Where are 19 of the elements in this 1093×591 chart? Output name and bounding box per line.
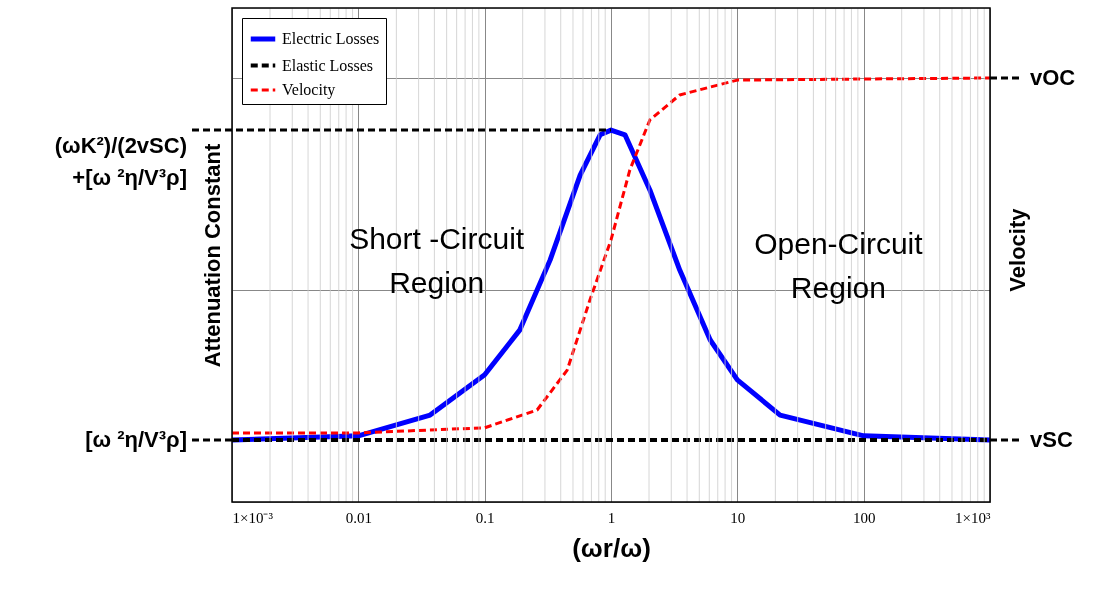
x-tick-label: 100 [852, 509, 876, 526]
x-tick-label: 10 [730, 509, 746, 526]
annotation: Open-Circuit Region [754, 227, 924, 305]
x-tick-label: 0.01 [345, 509, 372, 526]
annotation: Short -Circuit Region [349, 222, 525, 300]
x-tick-label: 0.1 [475, 509, 495, 526]
x-tick-label: 1 [607, 509, 616, 526]
x-tick-label: 1×10⁻³ [232, 509, 274, 526]
annotation: vSC [1030, 427, 1073, 453]
annotation: [ω ²η/V³ρ] [85, 427, 187, 453]
y2-axis-title: Velocity [1005, 207, 1030, 292]
legend-label: Electric Losses [282, 30, 380, 47]
x-tick-label: 1×10³ [955, 509, 991, 526]
legend-label: Velocity [282, 81, 336, 99]
legend-label: Elastic Losses [282, 56, 374, 74]
annotation: vOC [1030, 64, 1076, 90]
annotation: (ωK²)/(2vSC) +[ω ²η/V³ρ] [54, 133, 187, 191]
y-axis-title: Attenuation Constant [199, 143, 225, 368]
x-axis-title: (ωr/ω) [572, 532, 651, 563]
